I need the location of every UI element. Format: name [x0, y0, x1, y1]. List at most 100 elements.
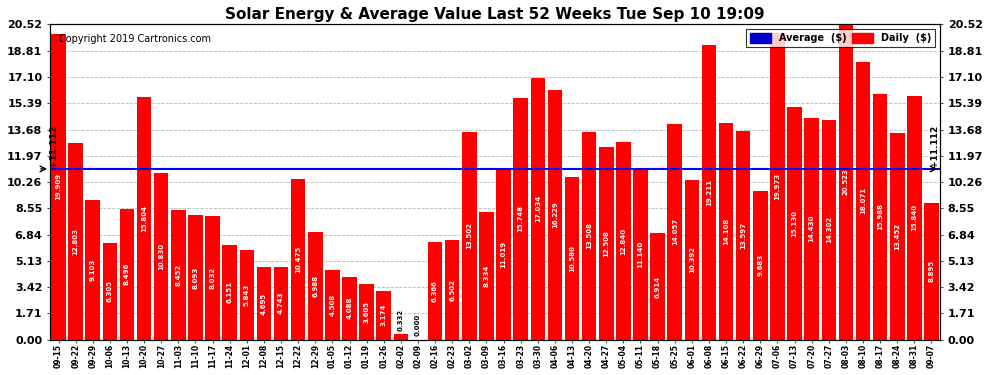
- Text: Copyright 2019 Cartronics.com: Copyright 2019 Cartronics.com: [58, 34, 211, 44]
- Bar: [531, 78, 545, 339]
- Bar: [787, 107, 802, 339]
- Text: 15.840: 15.840: [912, 204, 918, 231]
- Bar: [719, 123, 734, 339]
- Bar: [839, 24, 853, 339]
- Text: 11.140: 11.140: [638, 240, 644, 268]
- Text: 4.088: 4.088: [346, 297, 352, 320]
- Text: 12.803: 12.803: [72, 228, 78, 255]
- Bar: [599, 147, 614, 339]
- Text: 10.830: 10.830: [158, 243, 164, 270]
- Text: 10.580: 10.580: [569, 245, 575, 272]
- Text: 6.151: 6.151: [227, 281, 233, 303]
- Text: 8.496: 8.496: [124, 263, 130, 285]
- Bar: [274, 267, 288, 339]
- Bar: [291, 179, 306, 339]
- Text: 0.000: 0.000: [415, 314, 421, 336]
- Bar: [343, 277, 356, 339]
- Text: 6.914: 6.914: [654, 275, 660, 298]
- Text: 6.502: 6.502: [449, 279, 455, 300]
- Bar: [873, 94, 887, 339]
- Text: 5.843: 5.843: [244, 284, 249, 306]
- Text: 13.502: 13.502: [466, 222, 472, 249]
- Text: 14.430: 14.430: [809, 215, 815, 243]
- Bar: [223, 245, 237, 339]
- Text: 11.019: 11.019: [501, 242, 507, 268]
- Bar: [256, 267, 271, 339]
- Legend: Average  ($), Daily  ($): Average ($), Daily ($): [746, 29, 936, 47]
- Text: 15.804: 15.804: [142, 205, 148, 232]
- Text: 13.597: 13.597: [741, 222, 746, 249]
- Bar: [547, 90, 562, 339]
- Bar: [667, 124, 682, 339]
- Text: 14.108: 14.108: [723, 217, 729, 245]
- Text: 15.748: 15.748: [518, 205, 524, 232]
- Bar: [753, 191, 767, 339]
- Bar: [890, 133, 905, 339]
- Title: Solar Energy & Average Value Last 52 Weeks Tue Sep 10 19:09: Solar Energy & Average Value Last 52 Wee…: [225, 7, 765, 22]
- Bar: [240, 250, 254, 339]
- Text: 20.523: 20.523: [842, 169, 848, 195]
- Text: 18.071: 18.071: [860, 187, 866, 214]
- Text: 8.032: 8.032: [210, 267, 216, 289]
- Text: 13.452: 13.452: [894, 223, 900, 250]
- Text: 9.683: 9.683: [757, 254, 763, 276]
- Bar: [85, 200, 100, 339]
- Text: 9.103: 9.103: [90, 258, 96, 281]
- Text: 0.332: 0.332: [398, 309, 404, 332]
- Text: 8.093: 8.093: [192, 266, 198, 288]
- Text: 17.034: 17.034: [535, 195, 541, 222]
- Text: 14.302: 14.302: [826, 216, 832, 243]
- Text: 6.366: 6.366: [432, 280, 439, 302]
- Bar: [684, 180, 699, 339]
- Bar: [103, 243, 117, 339]
- Bar: [445, 240, 459, 339]
- Bar: [308, 232, 323, 339]
- Text: 12.508: 12.508: [603, 230, 609, 257]
- Text: 10.475: 10.475: [295, 246, 301, 273]
- Bar: [514, 98, 528, 339]
- Bar: [770, 33, 785, 339]
- Text: 15.988: 15.988: [877, 203, 883, 230]
- Text: 19.973: 19.973: [774, 172, 780, 200]
- Text: 16.229: 16.229: [551, 202, 558, 228]
- Text: 15.130: 15.130: [792, 210, 798, 237]
- Bar: [68, 143, 83, 339]
- Text: 3.174: 3.174: [381, 304, 387, 326]
- Text: 8.334: 8.334: [483, 264, 489, 287]
- Bar: [616, 142, 631, 339]
- Text: 10.392: 10.392: [689, 246, 695, 273]
- Bar: [359, 284, 374, 339]
- Bar: [188, 215, 203, 339]
- Bar: [736, 131, 750, 339]
- Text: 6.305: 6.305: [107, 280, 113, 302]
- Text: 13.508: 13.508: [586, 222, 592, 249]
- Text: 12.840: 12.840: [621, 227, 627, 255]
- Bar: [171, 210, 185, 339]
- Text: 19.909: 19.909: [55, 173, 61, 200]
- Bar: [479, 211, 494, 339]
- Bar: [51, 34, 65, 339]
- Text: 6.988: 6.988: [312, 275, 318, 297]
- Bar: [582, 132, 596, 339]
- Text: 4.695: 4.695: [261, 292, 267, 315]
- Bar: [428, 242, 443, 339]
- Bar: [907, 96, 922, 339]
- Bar: [153, 173, 168, 339]
- Bar: [325, 270, 340, 339]
- Bar: [650, 233, 665, 339]
- Text: 8.452: 8.452: [175, 264, 181, 286]
- Bar: [702, 45, 716, 339]
- Bar: [564, 177, 579, 339]
- Bar: [205, 216, 220, 339]
- Text: 3.605: 3.605: [363, 301, 369, 323]
- Text: +11.112: +11.112: [49, 124, 57, 166]
- Bar: [634, 168, 647, 339]
- Bar: [822, 120, 837, 339]
- Bar: [394, 334, 408, 339]
- Bar: [376, 291, 391, 339]
- Text: +11.112: +11.112: [931, 124, 940, 166]
- Bar: [805, 118, 819, 339]
- Text: 19.211: 19.211: [706, 178, 712, 206]
- Bar: [120, 209, 135, 339]
- Bar: [496, 170, 511, 339]
